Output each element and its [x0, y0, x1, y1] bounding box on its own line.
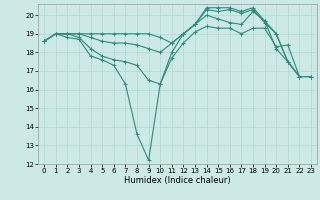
X-axis label: Humidex (Indice chaleur): Humidex (Indice chaleur): [124, 176, 231, 185]
